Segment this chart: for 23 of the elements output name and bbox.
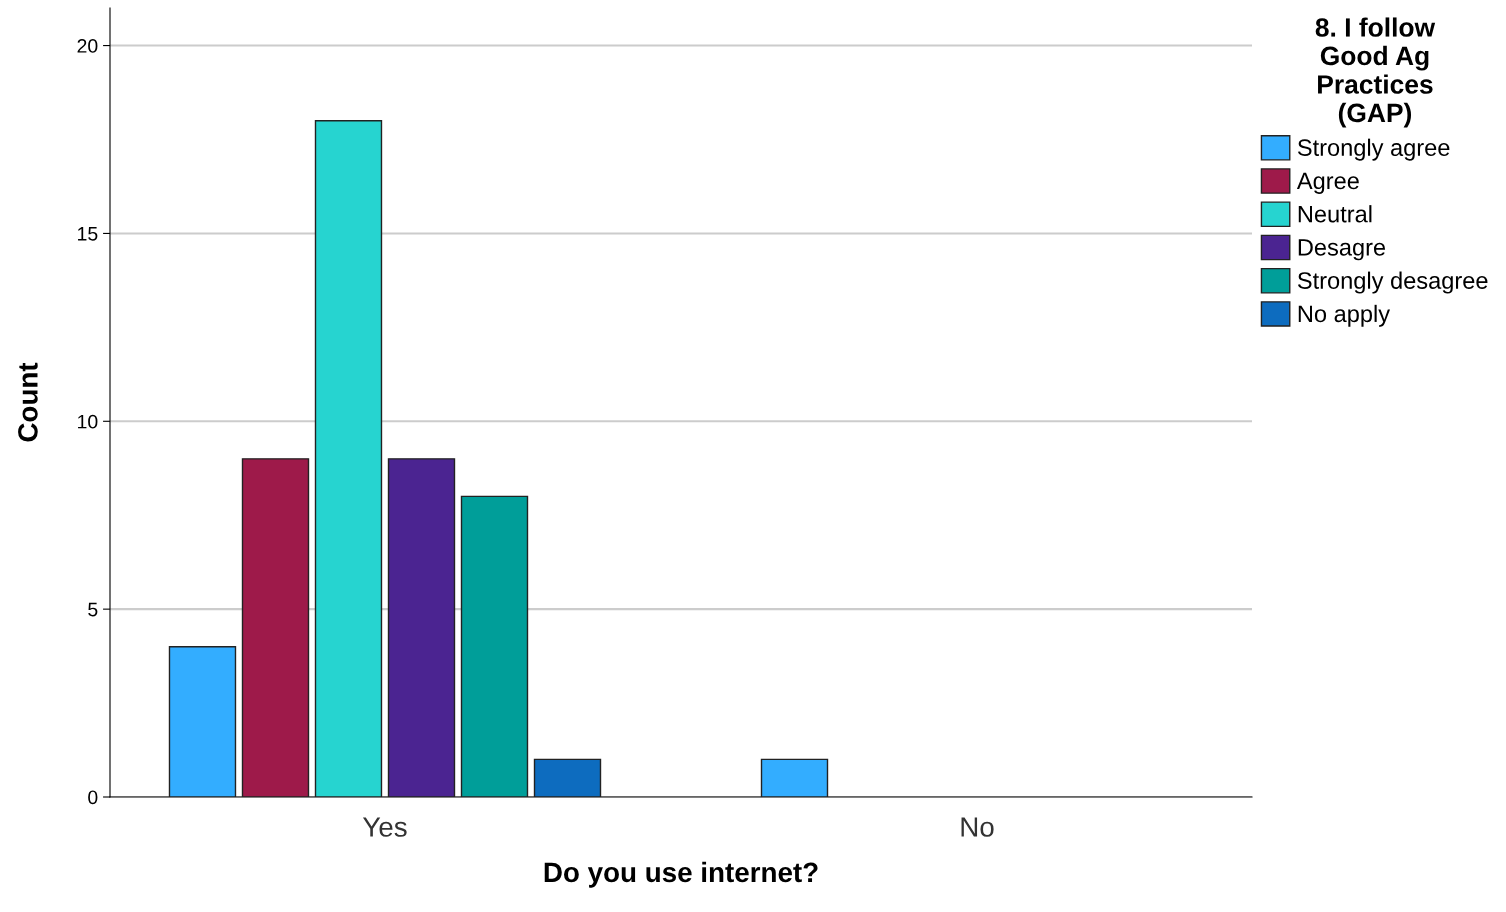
bar xyxy=(760,758,829,797)
bar xyxy=(241,458,310,797)
y-tick-label: 10 xyxy=(78,414,98,429)
legend-label: Strongly agree xyxy=(1297,138,1450,161)
legend-label: Strongly desagree xyxy=(1297,271,1488,294)
y-tick-label: 5 xyxy=(88,602,98,617)
y-axis-title: Count xyxy=(18,362,38,442)
y-tick-label: 0 xyxy=(88,790,98,805)
y-tick-label: 15 xyxy=(78,227,98,241)
legend-label: Agree xyxy=(1296,172,1359,194)
x-tick-label: No xyxy=(961,817,994,837)
bar xyxy=(460,495,529,797)
bar xyxy=(314,120,383,797)
legend-label: Desagre xyxy=(1298,239,1386,261)
legend-label: No apply xyxy=(1298,304,1390,327)
bar xyxy=(533,758,602,797)
bar xyxy=(387,458,456,797)
legend-title: 8. I follow Good Ag Practices (GAP) xyxy=(1315,17,1436,128)
x-axis-title: Do you use internet? xyxy=(544,861,818,888)
legend-label: Neutral xyxy=(1298,205,1372,223)
y-tick-label: 20 xyxy=(77,39,98,53)
bar xyxy=(168,646,237,797)
x-tick-label: Yes xyxy=(362,817,407,837)
